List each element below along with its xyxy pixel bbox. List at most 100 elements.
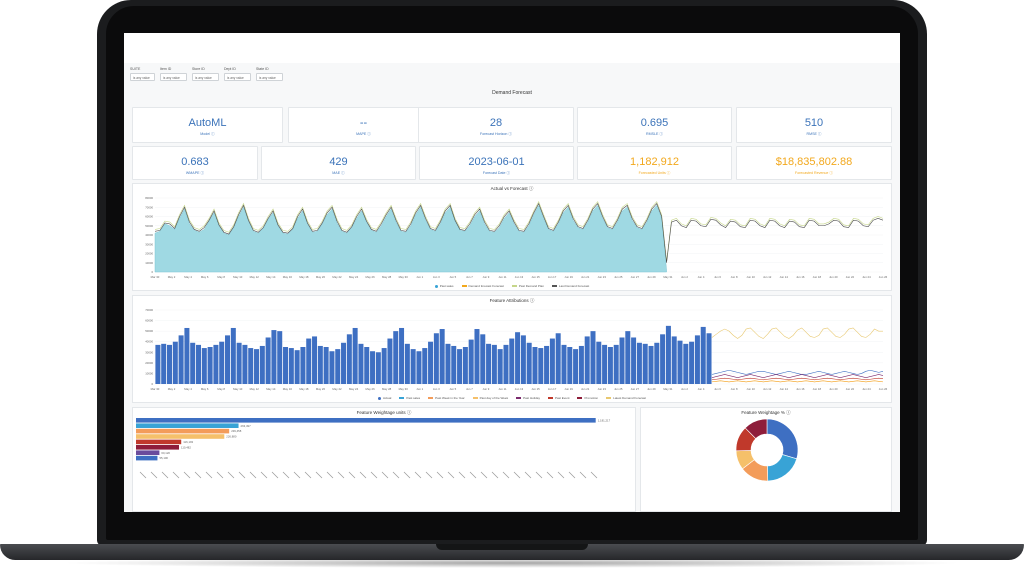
x-tick-label: May 6 — [201, 387, 209, 391]
x-tick-label: Jun 9 — [482, 387, 489, 391]
kpi-model-card[interactable]: AutoML Model ⓘ — [132, 107, 283, 143]
kpi-forecasted-units-card[interactable]: 1,182,912 Forecasted Units ⓘ — [577, 146, 732, 180]
x-tick-label: Jun 22 — [846, 387, 855, 391]
legend-item[interactable]: Latest Demand Forecast — [606, 396, 646, 400]
x-tick-label: May 16 — [283, 387, 293, 391]
legend-item[interactable]: Promotion — [577, 396, 598, 400]
x-tick-label: Jun 5 — [449, 275, 456, 279]
info-icon[interactable]: ⓘ — [341, 171, 345, 175]
info-icon[interactable]: ⓘ — [817, 132, 822, 136]
attribution-bar — [346, 334, 352, 384]
x-tick-label: May 31 — [663, 275, 673, 279]
info-icon[interactable]: ⓘ — [200, 171, 205, 175]
kpi-wmape-card[interactable]: 0.683 WMAPE ⓘ — [132, 146, 258, 180]
legend-item[interactable]: Past sales — [434, 284, 454, 288]
info-icon[interactable]: ⓘ — [659, 132, 663, 136]
attribution-bar — [335, 349, 341, 384]
kpi-value: -- — [359, 117, 368, 129]
kpi-label: Forecast Date ⓘ — [482, 171, 511, 175]
x-tick-label — [557, 471, 565, 479]
y-tick-label: 60000 — [145, 215, 153, 219]
y-tick-label: 30000 — [145, 350, 153, 354]
attribution-bar — [625, 331, 631, 384]
filter-input[interactable]: is any value — [224, 73, 251, 81]
kpi-mape-card[interactable]: -- MAPE ⓘ — [288, 107, 439, 143]
x-tick-label: Jun 22 — [846, 275, 855, 279]
info-icon[interactable]: ⓘ — [508, 132, 512, 136]
x-tick-label: May 14 — [266, 387, 276, 391]
attribution-bar — [254, 349, 260, 384]
attribution-bar — [602, 344, 608, 384]
y-tick-label: 50000 — [145, 329, 153, 333]
y-tick-label: 10000 — [145, 371, 153, 375]
y-tick-label: 80000 — [145, 196, 153, 200]
x-tick-label — [392, 471, 400, 479]
legend-item[interactable]: Past Demand Plan — [511, 284, 544, 288]
x-tick-label: Jun 13 — [515, 387, 524, 391]
kpi-value: 28 — [489, 117, 503, 129]
filter-label: Store ID — [192, 67, 205, 71]
legend-item[interactable]: Demand forecast Forecast — [461, 284, 504, 288]
info-icon[interactable]: ⓘ — [211, 132, 215, 136]
x-tick-label — [161, 471, 169, 479]
attribution-bar — [480, 334, 486, 384]
laptop-notch — [436, 544, 588, 550]
filter-input[interactable]: is any value — [130, 73, 155, 81]
attribution-bar — [416, 351, 422, 384]
x-tick-label: Jun 6 — [714, 275, 721, 279]
kpi-horizon-card[interactable]: 28 Forecast Horizon ⓘ — [418, 107, 574, 143]
attribution-bar — [515, 332, 521, 384]
attribution-bar — [428, 341, 434, 384]
legend-item[interactable]: Past day of the Week — [472, 396, 508, 400]
dashboard-screen: SUITE is any value Item ID is any value … — [124, 33, 900, 512]
info-icon[interactable]: ⓘ — [506, 171, 511, 175]
info-icon[interactable]: ⓘ — [529, 298, 535, 303]
x-tick-label: Jun 24 — [862, 387, 871, 391]
filter-input[interactable]: is any value — [160, 73, 187, 81]
kpi-label: MAPE ⓘ — [356, 132, 371, 136]
legend-item[interactable]: Actual — [377, 396, 391, 400]
legend-item[interactable]: Past Holiday — [516, 396, 540, 400]
legend-item[interactable]: Last Demand Forecast — [551, 284, 589, 288]
attribution-bar — [167, 344, 173, 384]
x-tick-label: Jun 20 — [829, 387, 838, 391]
feature-series-line — [711, 380, 884, 383]
x-tick-label: Jun 15 — [531, 275, 540, 279]
kpi-forecasted-revenue-card[interactable]: $18,835,802.88 Forecasted Revenue ⓘ — [736, 146, 892, 180]
x-tick-label: May 4 — [184, 275, 192, 279]
legend-item[interactable]: Past Week in the Year — [428, 396, 465, 400]
attribution-bar — [341, 342, 347, 384]
attribution-bar — [294, 350, 300, 384]
info-icon[interactable]: ⓘ — [367, 132, 371, 136]
info-icon[interactable]: ⓘ — [528, 186, 534, 191]
x-tick-label — [535, 471, 543, 479]
filter-input[interactable]: is any value — [192, 73, 219, 81]
x-tick-label: May 30 — [399, 275, 409, 279]
legend-item[interactable]: Past Event — [547, 396, 569, 400]
kpi-rmsle-card[interactable]: 0.695 RMSLE ⓘ — [577, 107, 732, 143]
x-tick-label: May 20 — [316, 387, 326, 391]
x-tick-label: Jun 26 — [879, 275, 888, 279]
x-tick-label — [480, 471, 488, 479]
legend-item[interactable]: Past sales — [399, 396, 420, 400]
x-tick-label — [139, 471, 147, 479]
kpi-mae-card[interactable]: 429 MAE ⓘ — [261, 146, 416, 180]
attribution-bar — [520, 335, 526, 384]
x-tick-label — [370, 471, 378, 479]
filter-input[interactable]: is any value — [256, 73, 283, 81]
weightage-value: 55,100 — [159, 456, 168, 460]
attribution-bar — [671, 336, 677, 384]
y-tick-label: 70000 — [145, 205, 153, 209]
info-icon[interactable]: ⓘ — [786, 410, 791, 415]
x-tick-label — [315, 471, 323, 479]
x-tick-label: May 22 — [332, 275, 342, 279]
kpi-rmse-card[interactable]: 510 RMSE ⓘ — [736, 107, 892, 143]
x-tick-label — [590, 471, 598, 479]
info-icon[interactable]: ⓘ — [406, 410, 412, 415]
attribution-bar — [549, 338, 555, 384]
info-icon[interactable]: ⓘ — [829, 171, 833, 175]
info-icon[interactable]: ⓘ — [666, 171, 671, 175]
x-tick-label — [348, 471, 356, 479]
x-tick-label: Jun 8 — [731, 275, 738, 279]
kpi-forecast-date-card[interactable]: 2023-06-01 Forecast Date ⓘ — [419, 146, 574, 180]
